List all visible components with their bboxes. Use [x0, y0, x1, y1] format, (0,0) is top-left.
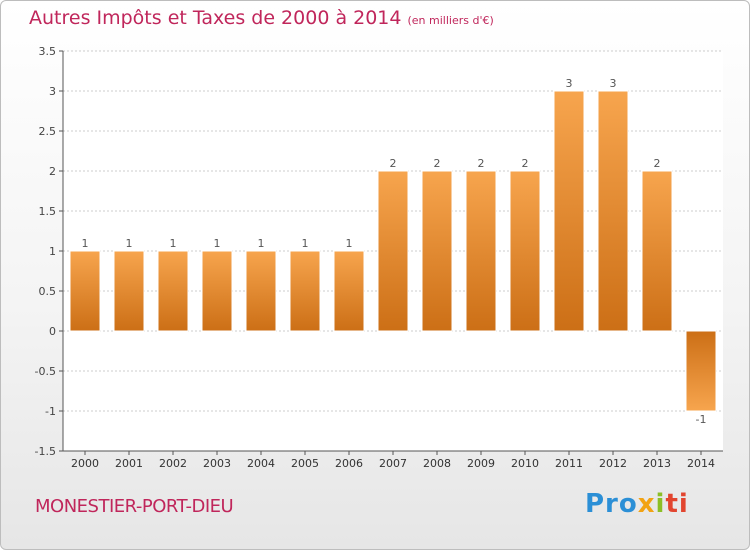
bar — [641, 170, 673, 332]
bar — [597, 90, 629, 332]
bar-value-label: 1 — [346, 237, 353, 250]
x-tick-label: 2007 — [379, 457, 407, 470]
x-tick-label: 2005 — [291, 457, 319, 470]
y-tick-label: 2 — [49, 165, 56, 178]
chart-title: Autres Impôts et Taxes de 2000 à 2014 (en… — [29, 7, 494, 29]
bar-value-label: 1 — [126, 237, 133, 250]
title-text: Autres Impôts et Taxes de 2000 à 2014 — [29, 7, 402, 29]
y-tick-label: 1.5 — [39, 205, 57, 218]
bar-value-label: 1 — [258, 237, 265, 250]
logo-part-4: ti — [665, 489, 689, 519]
bar-value-label: 1 — [170, 237, 177, 250]
bar-value-label: 1 — [302, 237, 309, 250]
y-tick-label: 0 — [49, 325, 56, 338]
bar — [465, 170, 497, 332]
x-tick-label: 2006 — [335, 457, 363, 470]
x-tick-label: 2013 — [643, 457, 671, 470]
x-tick-label: 2010 — [511, 457, 539, 470]
bar-value-label: 2 — [522, 157, 529, 170]
y-tick-label: 2.5 — [39, 125, 57, 138]
x-tick-label: 2011 — [555, 457, 583, 470]
proxiti-logo: Proxiti — [585, 489, 689, 519]
bar — [509, 170, 541, 332]
y-tick-label: 0.5 — [39, 285, 57, 298]
logo-part-1: Pro — [585, 489, 638, 519]
bar — [157, 250, 189, 332]
bar-value-label: 3 — [610, 77, 617, 90]
bar — [421, 170, 453, 332]
y-tick-label: -1.5 — [35, 445, 56, 458]
x-tick-label: 2009 — [467, 457, 495, 470]
commune-name: MONESTIER-PORT-DIEU — [35, 496, 234, 517]
bar-value-label: 2 — [654, 157, 661, 170]
bar-value-label: 3 — [566, 77, 573, 90]
y-tick-label: -0.5 — [35, 365, 56, 378]
x-tick-label: 2001 — [115, 457, 143, 470]
logo-part-3: i — [655, 489, 666, 519]
y-tick-label: 1 — [49, 245, 56, 258]
bar-value-label: 2 — [434, 157, 441, 170]
bar — [553, 90, 585, 332]
bar — [685, 330, 717, 412]
y-tick-label: 3.5 — [39, 45, 57, 58]
bar — [245, 250, 277, 332]
bar — [201, 250, 233, 332]
title-unit: (en milliers d'€) — [407, 14, 494, 27]
bar-value-label: 2 — [390, 157, 397, 170]
bar — [333, 250, 365, 332]
bar — [377, 170, 409, 332]
x-tick-label: 2002 — [159, 457, 187, 470]
bar — [289, 250, 321, 332]
bar — [69, 250, 101, 332]
x-tick-label: 2012 — [599, 457, 627, 470]
bar-value-label: -1 — [696, 413, 707, 426]
bar-value-label: 1 — [214, 237, 221, 250]
bar-value-label: 1 — [82, 237, 89, 250]
x-tick-label: 2008 — [423, 457, 451, 470]
x-tick-label: 2003 — [203, 457, 231, 470]
y-tick-label: -1 — [45, 405, 56, 418]
bar-value-label: 2 — [478, 157, 485, 170]
x-tick-label: 2014 — [687, 457, 715, 470]
y-tick-label: 3 — [49, 85, 56, 98]
bar — [113, 250, 145, 332]
logo-part-2: x — [637, 489, 656, 519]
x-tick-label: 2000 — [71, 457, 99, 470]
x-tick-label: 2004 — [247, 457, 275, 470]
